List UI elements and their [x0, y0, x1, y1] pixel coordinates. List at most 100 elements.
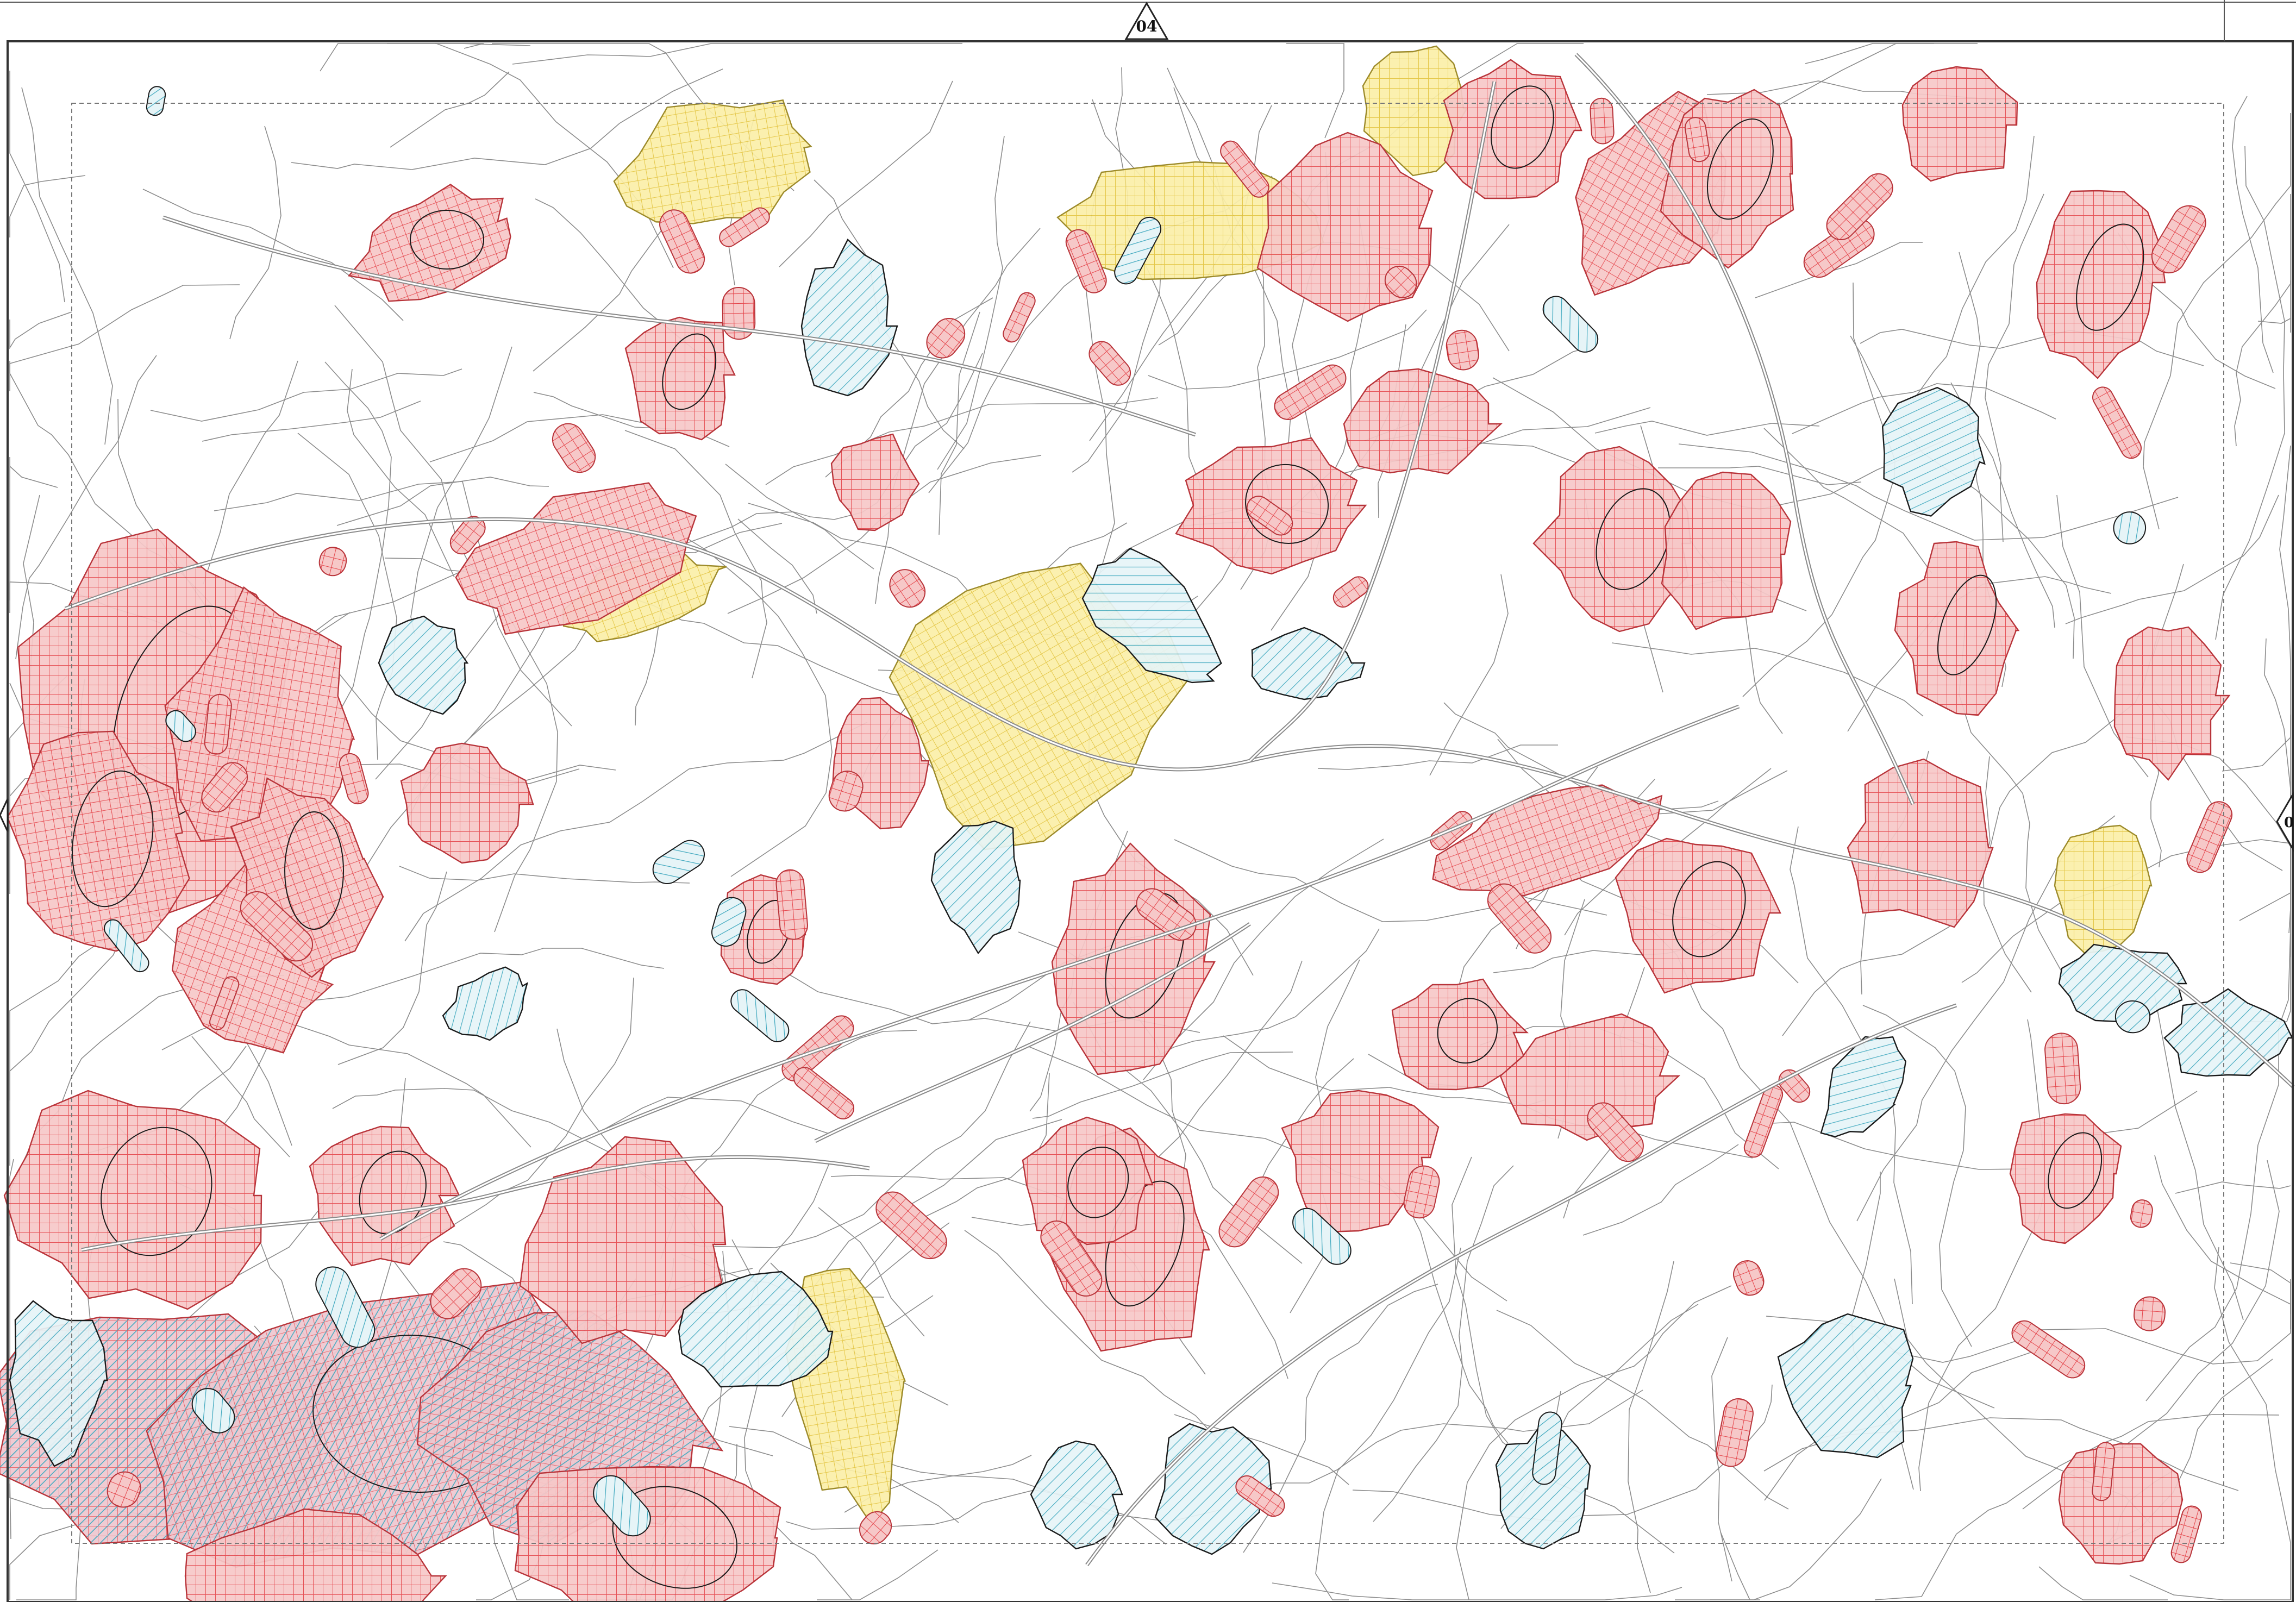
hazard-zone-red[interactable]	[309, 1125, 460, 1267]
hazard-zone-yellow[interactable]	[603, 84, 822, 243]
sheet-ref-left[interactable]	[0, 798, 9, 832]
hazard-zone-red[interactable]	[825, 767, 867, 815]
sheet-ref-top[interactable]: 04	[1124, 1, 1169, 40]
hazard-zone-red[interactable]	[716, 204, 773, 250]
hazard-zone-blue[interactable]	[1030, 1440, 1123, 1550]
hazard-zone-blue[interactable]	[2107, 506, 2152, 550]
hazard-zone-red[interactable]	[1217, 137, 1273, 201]
hazard-zone-red[interactable]	[519, 1136, 727, 1344]
sheet-ref-right[interactable]: 0	[2276, 791, 2294, 852]
hazard-zone-yellow[interactable]	[2054, 824, 2153, 954]
hazard-zone-red[interactable]	[208, 974, 241, 1031]
hazard-zone-blue[interactable]	[648, 835, 710, 889]
hazard-zone-red[interactable]	[1901, 66, 2018, 182]
hazard-zone-blue[interactable]	[586, 1469, 658, 1543]
hazard-zone-blue[interactable]	[1066, 533, 1246, 712]
hazard-zone-blue[interactable]	[2114, 1000, 2151, 1034]
hazard-zone-red[interactable]	[655, 205, 709, 278]
hazard-zone-red[interactable]	[790, 1063, 858, 1123]
hazard-zone-blue[interactable]	[1531, 1411, 1563, 1486]
hazard-zone-red[interactable]	[3, 1090, 262, 1310]
hazard-zone-blue[interactable]	[186, 1382, 241, 1439]
hazard-zone-red[interactable]	[317, 545, 349, 578]
hazard-zone-red[interactable]	[1213, 1171, 1284, 1253]
hazard-zone-red[interactable]	[1062, 226, 1110, 297]
hazard-zone-red[interactable]	[337, 752, 371, 806]
hazard-zone-red[interactable]	[1391, 978, 1529, 1091]
hazard-zone-blue[interactable]	[145, 85, 166, 117]
hazard-zone-red[interactable]	[2169, 1504, 2204, 1565]
hazard-zone-red[interactable]	[1022, 1116, 1154, 1246]
hazard-zone-blue[interactable]	[1777, 1313, 1914, 1459]
hazard-zone-blue[interactable]	[1111, 213, 1165, 287]
hazard-zone-red[interactable]	[331, 169, 527, 322]
hazard-zone-blue[interactable]	[1251, 627, 1366, 700]
hazard-zone-red[interactable]	[2092, 1442, 2116, 1501]
hazard-zone-red[interactable]	[1242, 492, 1297, 540]
hazard-zone-red[interactable]	[400, 742, 534, 864]
hazard-zone-blue[interactable]	[433, 956, 542, 1055]
hazard-zone-red[interactable]	[1661, 471, 1792, 630]
hazard-zone-red[interactable]	[1481, 877, 1558, 959]
hazard-zone-red[interactable]	[722, 286, 756, 340]
hazard-zone-red[interactable]	[1269, 360, 1350, 424]
hazard-zone-red[interactable]	[441, 453, 718, 661]
hazard-zone-red[interactable]	[869, 1185, 953, 1265]
hazard-zone-red[interactable]	[2183, 798, 2236, 877]
hazard-zone-red[interactable]	[2113, 626, 2231, 781]
hazard-zone-red[interactable]	[1232, 1472, 1289, 1520]
hazard-zone-red[interactable]	[547, 418, 601, 479]
hazard-zone-red[interactable]	[1035, 1215, 1108, 1303]
hazard-zone-red[interactable]	[514, 1466, 781, 1602]
hazard-zone-red[interactable]	[2009, 1113, 2122, 1244]
hazard-zone-blue[interactable]	[101, 916, 152, 975]
hazard-zone-red[interactable]	[1532, 446, 1692, 633]
hazard-zone-red[interactable]	[830, 433, 920, 531]
hazard-zone-red[interactable]	[854, 1506, 897, 1550]
hazard-zone-blue[interactable]	[1154, 1423, 1272, 1555]
hazard-zone-red[interactable]	[1379, 260, 1422, 303]
hazard-zone-red[interactable]	[1684, 116, 1711, 163]
hazard-zone-red[interactable]	[1714, 1396, 1756, 1469]
hazard-zone-red[interactable]	[1000, 290, 1037, 345]
hazard-zone-red[interactable]	[103, 1467, 145, 1512]
hazard-zone-blue[interactable]	[1538, 291, 1603, 358]
hazard-zone-red[interactable]	[424, 1262, 489, 1326]
hazard-zone-red[interactable]	[1894, 541, 2020, 716]
hazard-zone-blue[interactable]	[727, 985, 793, 1047]
hazard-zone-red[interactable]	[1281, 1090, 1440, 1233]
hazard-zone-red[interactable]	[2007, 1316, 2089, 1382]
hazard-zone-red[interactable]	[1730, 1257, 1768, 1299]
hazard-zone-blue[interactable]	[709, 894, 749, 950]
hazard-zone-red[interactable]	[2044, 1032, 2081, 1105]
hazard-zone-red[interactable]	[2036, 190, 2166, 379]
hazard-zone-red[interactable]	[1581, 1097, 1650, 1168]
hazard-zone-red[interactable]	[2145, 199, 2212, 279]
hazard-zone-blue[interactable]	[800, 239, 898, 397]
hazard-zone-red[interactable]	[1084, 336, 1135, 390]
hazard-zone-blue[interactable]	[1859, 374, 2004, 529]
hazard-zone-red[interactable]	[884, 564, 931, 613]
hazard-zone-red[interactable]	[2133, 1296, 2166, 1332]
hazard-zone-red[interactable]	[1401, 1163, 1442, 1221]
hazard-zone-red[interactable]	[1444, 328, 1481, 372]
hazard-zone-blue[interactable]	[1802, 1019, 1923, 1157]
hazard-zone-red[interactable]	[1821, 168, 1899, 246]
hazard-zone-blue[interactable]	[378, 615, 469, 715]
hazard-zone-blue[interactable]	[1495, 1420, 1591, 1550]
hazard-zone-red[interactable]	[1615, 837, 1781, 994]
hazard-zone-red[interactable]	[184, 1508, 447, 1602]
hazard-zone-blue[interactable]	[310, 1261, 380, 1353]
hazard-zone-red[interactable]	[2089, 384, 2144, 462]
hazard-zone-blue[interactable]	[9, 1300, 108, 1467]
hazard-zone-red[interactable]	[234, 885, 319, 968]
hazard-zone-blue[interactable]	[678, 1271, 834, 1388]
hazard-zone-red[interactable]	[204, 693, 233, 755]
hazard-zone-blue[interactable]	[162, 706, 200, 746]
hazard-zone-red[interactable]	[624, 316, 736, 441]
hazard-zone-red[interactable]	[1847, 758, 1994, 928]
hazard-zone-red[interactable]	[921, 312, 971, 364]
hazard-zone-blue[interactable]	[930, 820, 1021, 955]
hazard-zone-red[interactable]	[196, 757, 253, 818]
hazard-zone-red[interactable]	[1590, 97, 1615, 145]
